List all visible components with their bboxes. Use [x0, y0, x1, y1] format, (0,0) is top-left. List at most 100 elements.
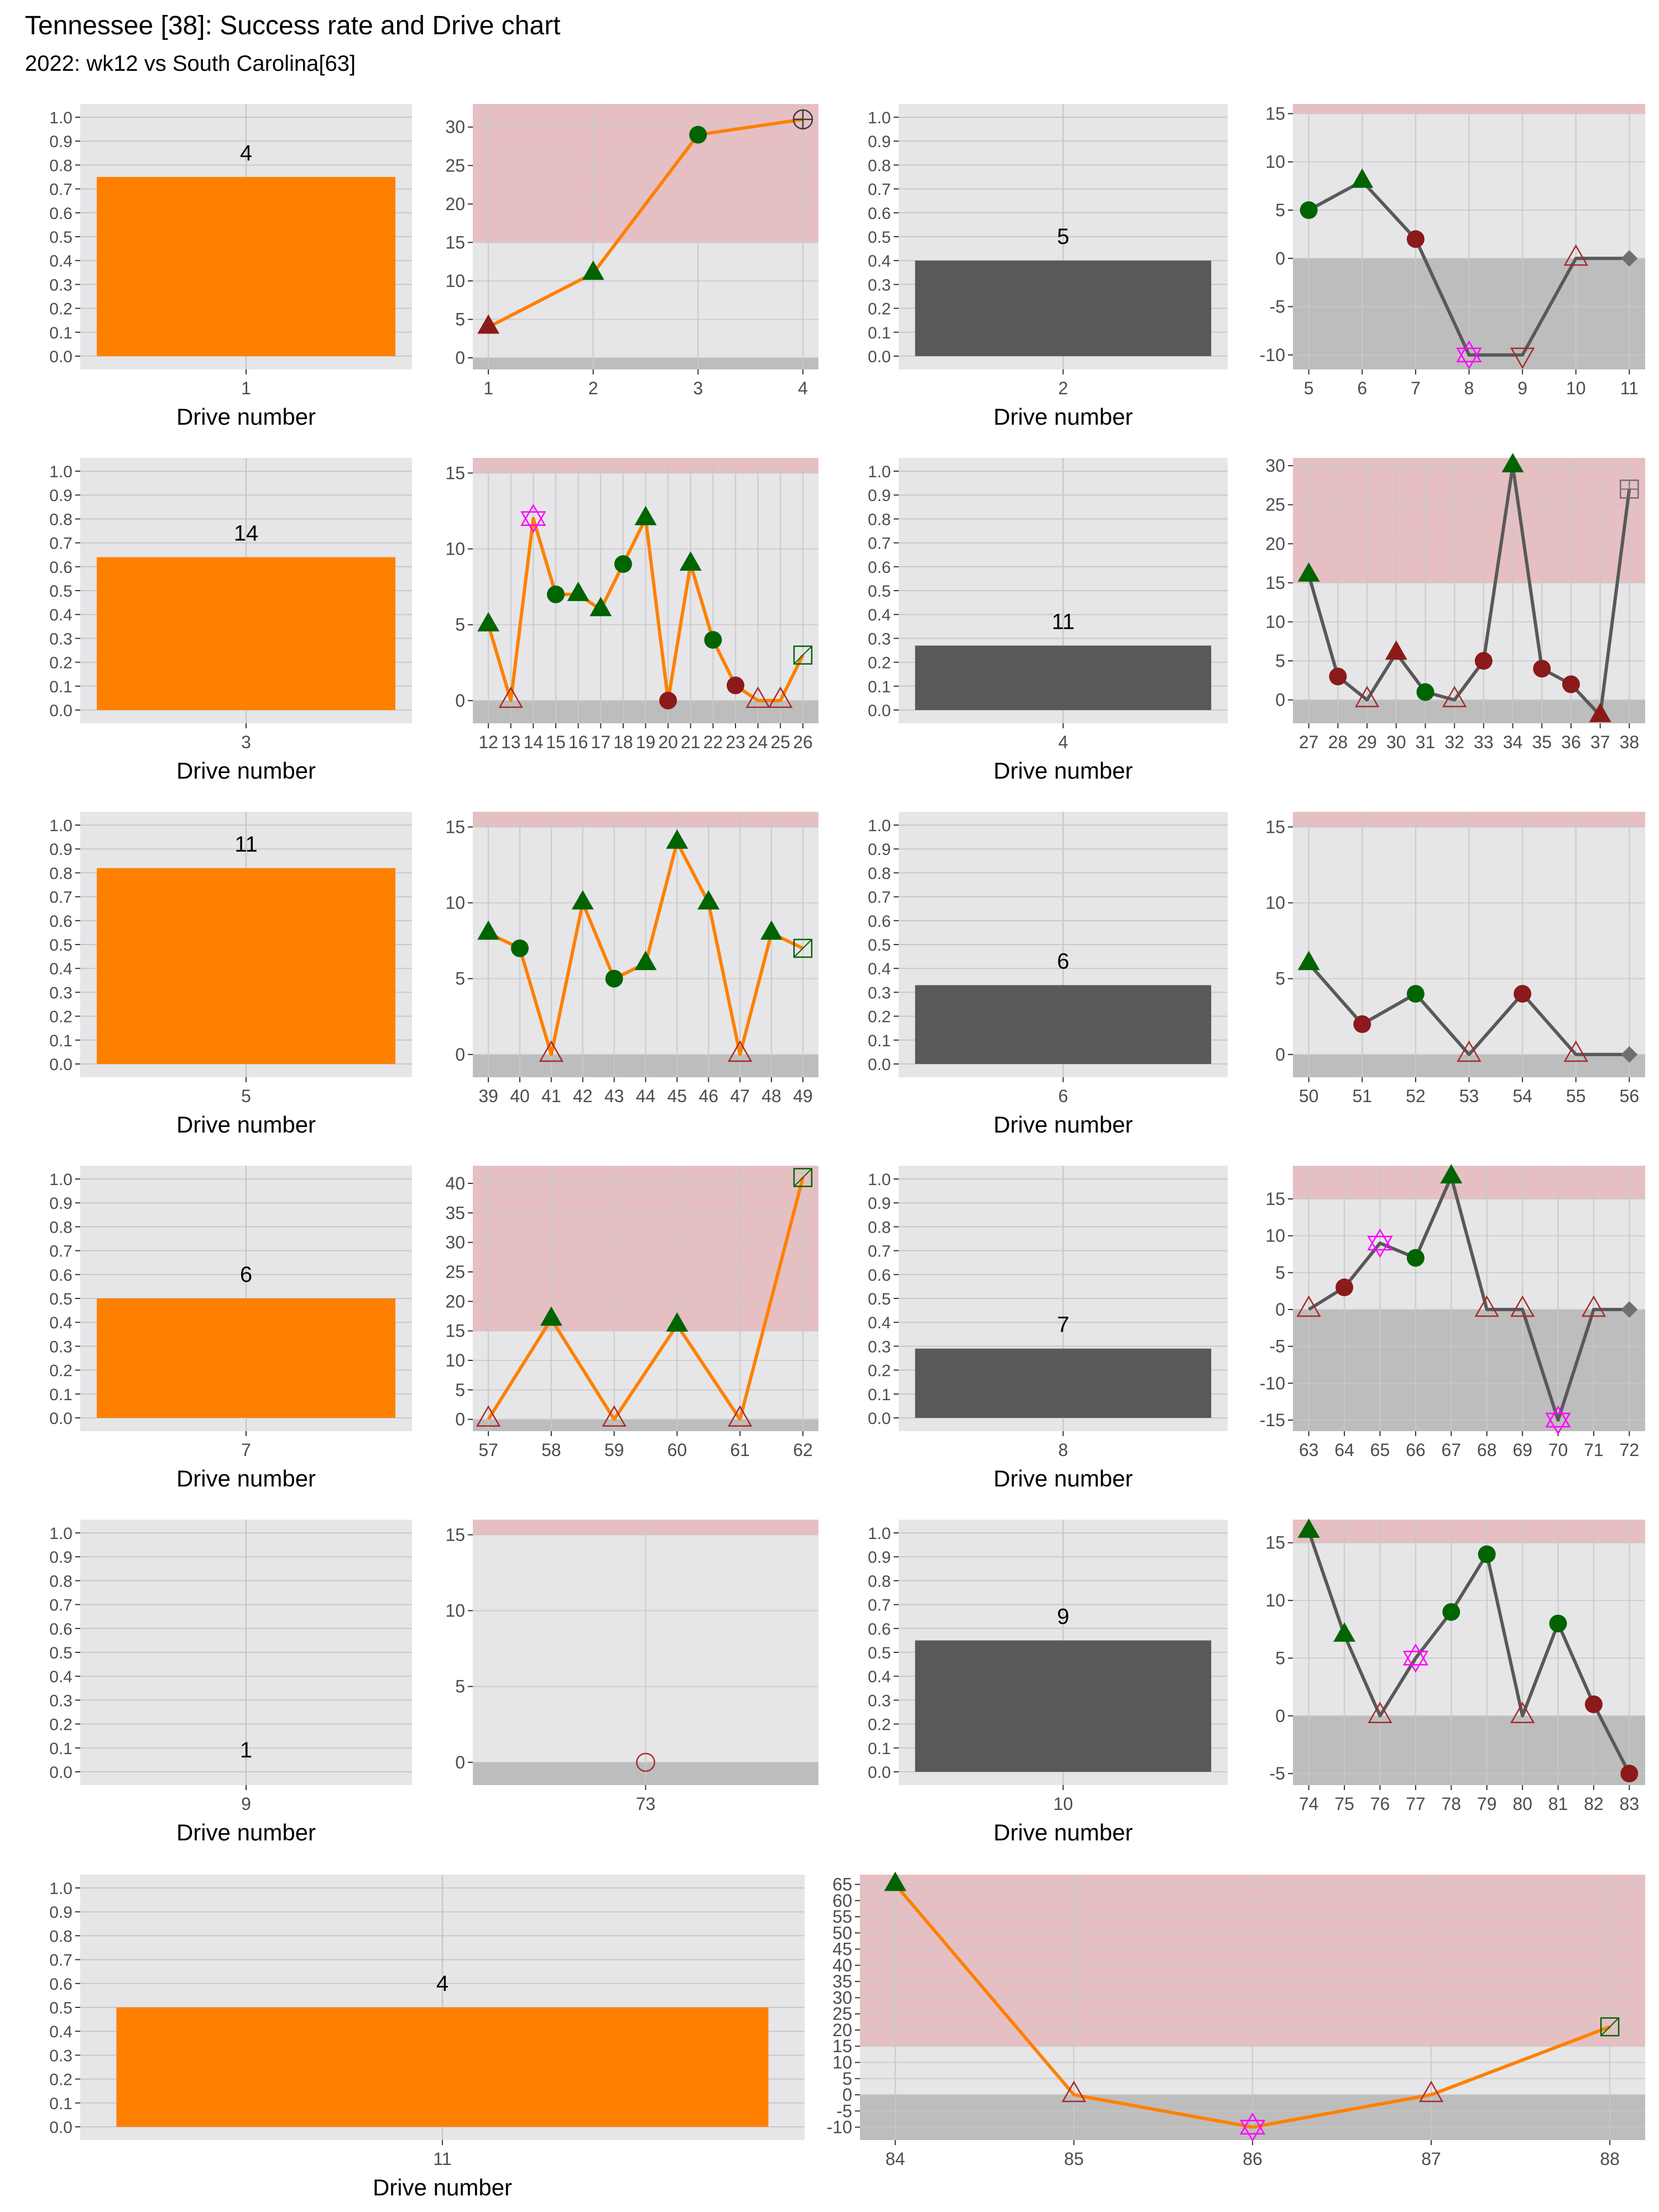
marker-tri_open_red: [1474, 1295, 1499, 1317]
success-rate-panel-10: 0.0 0.1 0.2 0.3 0.4 0.5 0.6 0.7 0.8 0.9 1.0 9 10 Driv…: [868, 1520, 1228, 1845]
chart-title: Tennessee [38]: Success rate and Drive c…: [25, 11, 561, 40]
play-count-label: 5: [1057, 225, 1069, 249]
drive-chart-panel-2: -10 -5 0 5 10 15 5 6 7 8 9 10 11: [1260, 103, 1645, 398]
y-tick-label: 5: [455, 310, 465, 330]
success-bar: [97, 1298, 395, 1418]
y-tick-label: 50: [832, 1923, 852, 1943]
marker-tri_green: [1297, 1518, 1320, 1538]
y-tick-label: 0.5: [868, 1290, 891, 1308]
marker-star_magenta-down: [1402, 1651, 1429, 1673]
y-tick-label: 0: [1275, 1706, 1285, 1726]
x-tick-label: 38: [1620, 732, 1640, 752]
play-count-label: 1: [240, 1738, 252, 1762]
x-tick-label: 22: [703, 732, 723, 752]
y-tick-label: 1.0: [868, 1525, 891, 1543]
x-axis-label: Drive number: [176, 1465, 316, 1491]
marker-tri_open_red: [1510, 1702, 1535, 1724]
y-tick-label: 15: [832, 2036, 852, 2056]
x-tick-label: 26: [793, 732, 813, 752]
y-tick-label: 0.7: [868, 181, 891, 199]
x-tick-label: 65: [1370, 1440, 1390, 1460]
y-tick-label: 0.7: [868, 535, 891, 553]
y-tick-label: 0.0: [49, 1764, 72, 1782]
y-tick-label: 5: [455, 1380, 465, 1400]
marker-tri_green: [589, 597, 612, 617]
marker-circle_open_red: [636, 1752, 655, 1772]
marker-tri_red: [1589, 702, 1611, 722]
marker-star_magenta-down: [520, 511, 546, 534]
y-tick-label: 0.4: [49, 252, 72, 270]
marker-tri_green: [477, 920, 500, 940]
x-tick-label: 78: [1441, 1794, 1461, 1814]
y-tick-label: 30: [832, 1987, 852, 2007]
x-tick-label: 40: [510, 1086, 530, 1106]
drive-chart-panel-7: 0 5 10 15 20 25 30 35 40 57 58 59 60 61 62: [445, 1166, 818, 1460]
y-tick-label: 0.0: [49, 2119, 72, 2137]
x-tick-label: 2: [1058, 378, 1068, 398]
drive-line: [487, 1177, 805, 1421]
marker-circle_green: [689, 126, 707, 144]
x-tick-label: 30: [1386, 732, 1406, 752]
y-tick-label: 0.8: [49, 864, 72, 883]
marker-star_magenta-down: [1367, 1235, 1393, 1258]
x-axis-label: Drive number: [176, 1819, 316, 1845]
y-tick-label: 40: [832, 1955, 852, 1975]
marker-tri_open_red: [1457, 1040, 1481, 1062]
x-tick-label: 25: [770, 732, 790, 752]
y-tick-label: 0.3: [49, 1692, 72, 1710]
y-tick-label: 15: [445, 463, 465, 483]
marker-circle_red: [1353, 1015, 1371, 1033]
y-tick-label: 15: [445, 232, 465, 252]
y-tick-label: 0.9: [49, 1194, 72, 1213]
y-tick-label: 1.0: [49, 817, 72, 835]
y-tick-label: 5: [1275, 651, 1285, 671]
y-tick-label: 0.3: [49, 1338, 72, 1356]
explosive-band: [1293, 1520, 1645, 1543]
x-tick-label: 1: [483, 378, 493, 398]
y-tick-label: 45: [832, 1939, 852, 1959]
success-bar: [915, 1348, 1212, 1418]
y-tick-label: 25: [832, 2004, 852, 2024]
success-bar: [116, 2007, 769, 2127]
y-tick-label: 0.2: [868, 300, 891, 319]
marker-tri_open_red: [727, 1040, 753, 1062]
y-tick-label: 0.3: [868, 1338, 891, 1356]
marker-tri_open_red: [1581, 1295, 1606, 1317]
y-tick-label: 10: [1265, 1590, 1285, 1610]
y-tick-label: 0.4: [868, 1668, 891, 1686]
y-tick-label: 0.6: [868, 1620, 891, 1639]
marker-tri_green: [679, 551, 702, 571]
marker-tri_open_red: [602, 1405, 627, 1427]
y-tick-label: 0.9: [868, 841, 891, 859]
y-tick-label: 0.5: [49, 1999, 72, 2017]
marker-tri_open_red: [1418, 2080, 1444, 2103]
marker-tri_open_red: [1563, 1040, 1588, 1062]
marker-circle_green: [1442, 1603, 1460, 1621]
x-tick-label: 5: [1304, 378, 1314, 398]
x-tick-label: 66: [1406, 1440, 1426, 1460]
marker-circle_red: [1562, 675, 1580, 693]
y-tick-label: 0.5: [49, 228, 72, 247]
x-tick-label: 48: [761, 1086, 781, 1106]
drive-chart-panel-9: 0 5 10 15 73: [445, 1520, 818, 1814]
marker-circle_green: [605, 969, 623, 988]
x-tick-label: 37: [1590, 732, 1610, 752]
x-axis-label: Drive number: [993, 758, 1133, 784]
y-tick-label: 5: [455, 615, 465, 635]
y-tick-label: 0.7: [868, 1243, 891, 1261]
y-tick-label: 0.9: [49, 487, 72, 505]
x-tick-label: 76: [1370, 1794, 1390, 1814]
y-tick-label: -15: [1260, 1410, 1285, 1430]
success-rate-panel-11: 0.0 0.1 0.2 0.3 0.4 0.5 0.6 0.7 0.8 0.9 1.0 4 11 Driv…: [49, 1875, 805, 2200]
y-tick-label: 35: [445, 1203, 465, 1223]
x-tick-label: 15: [546, 732, 566, 752]
x-tick-label: 72: [1620, 1440, 1640, 1460]
y-tick-label: 0.4: [49, 1668, 72, 1686]
y-tick-label: -5: [837, 2101, 852, 2121]
y-tick-label: 0.2: [868, 1716, 891, 1734]
x-tick-label: 73: [636, 1794, 656, 1814]
y-tick-label: 0: [842, 2085, 852, 2105]
x-tick-label: 32: [1444, 732, 1464, 752]
success-bar: [97, 177, 395, 356]
y-tick-label: 0: [1275, 1300, 1285, 1319]
